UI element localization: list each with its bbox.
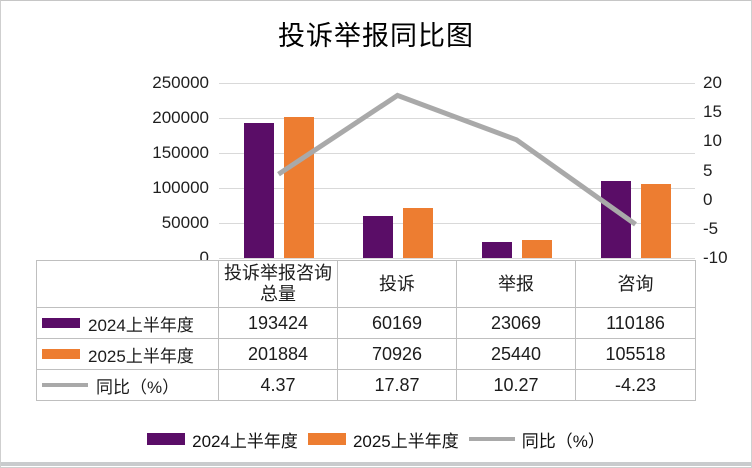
right-axis-tick: 0 [703, 189, 713, 209]
table-value-cell: -4.23 [575, 369, 696, 401]
table-value-cell: 201884 [218, 338, 338, 370]
series-name: 同比（%） [96, 377, 180, 397]
table-row: 同比（%） 4.37 17.87 10.27 -4.23 [36, 369, 696, 401]
table-value-cell: 105518 [575, 338, 696, 370]
table-header-category: 举报 [456, 260, 576, 308]
table-row: 2025上半年度 201884 70926 25440 105518 [36, 338, 696, 370]
left-axis-tick: 100000 [152, 178, 209, 197]
table-value-cell: 25440 [456, 338, 576, 370]
data-table: 投诉举报咨询总量 投诉 举报 咨询 2024上半年度 193424 60169 23069 11… [36, 260, 696, 401]
bar-series0-cat2 [481, 241, 512, 258]
right-axis-tick: -10 [703, 248, 728, 267]
table-value-cell: 193424 [218, 307, 338, 339]
legend-item: 同比（%） [468, 427, 605, 452]
table-value-cell: 110186 [575, 307, 696, 339]
legend-item: 2025上半年度 [307, 427, 459, 452]
right-axis-tick: -5 [703, 218, 719, 238]
table-row-label: 2024上半年度 [36, 307, 219, 339]
table-value-cell: 4.37 [218, 369, 338, 401]
table-corner-cell [36, 260, 219, 308]
plot-area [219, 83, 695, 259]
left-axis-tick: 250000 [152, 73, 209, 92]
legend-bar-swatch-icon [147, 433, 186, 445]
bar-series1-cat3 [640, 184, 671, 258]
table-value-cell: 23069 [456, 307, 576, 339]
legend-item: 2024上半年度 [147, 427, 298, 452]
legend-label: 同比（%） [521, 431, 605, 451]
table-value-cell: 60169 [337, 307, 457, 339]
right-axis-tick: 10 [703, 131, 722, 151]
bar-series0-cat0 [243, 122, 274, 258]
legend-label: 2024上半年度 [192, 431, 298, 451]
left-axis-tick: 150000 [152, 143, 209, 162]
table-value-cell: 70926 [337, 338, 457, 370]
gridline [219, 258, 695, 259]
series-name: 2024上半年度 [88, 315, 194, 335]
gridline [219, 83, 695, 84]
legend-line-swatch-icon [468, 437, 515, 441]
bar-series0-cat3 [600, 180, 631, 258]
left-axis-tick: 50000 [161, 213, 209, 232]
table-value-cell: 17.87 [337, 369, 457, 401]
bar-series1-cat2 [521, 240, 552, 258]
table-row: 2024上半年度 193424 60169 23069 110186 [36, 307, 696, 339]
bar-series1-cat0 [283, 116, 314, 258]
series-name: 2025上半年度 [88, 346, 194, 366]
bar-series0-cat1 [362, 215, 393, 258]
legend-bar-swatch-icon [42, 318, 80, 328]
table-value-cell: 10.27 [456, 369, 576, 401]
right-axis-tick: 20 [703, 73, 722, 92]
chart-title: 投诉举报同比图 [278, 21, 474, 51]
table-row-label: 2025上半年度 [36, 338, 219, 370]
table-header-category: 投诉 [337, 260, 457, 308]
legend-bar-swatch-icon [42, 349, 80, 359]
table-row-label: 同比（%） [36, 369, 219, 401]
right-axis-tick: 5 [703, 160, 713, 180]
legend-line-swatch-icon [42, 383, 88, 387]
left-axis-tick: 0 [199, 248, 209, 267]
bottom-border [1, 462, 751, 466]
left-axis-tick: 200000 [152, 108, 209, 127]
right-axis-tick: 15 [703, 102, 722, 122]
table-header-category: 咨询 [575, 260, 696, 308]
bar-series1-cat1 [402, 208, 433, 258]
chart-legend: 2024上半年度 2025上半年度 同比（%） [1, 425, 751, 453]
legend-bar-swatch-icon [307, 433, 346, 445]
legend-label: 2025上半年度 [352, 431, 459, 451]
table-header-category: 投诉举报咨询总量 [218, 260, 338, 308]
